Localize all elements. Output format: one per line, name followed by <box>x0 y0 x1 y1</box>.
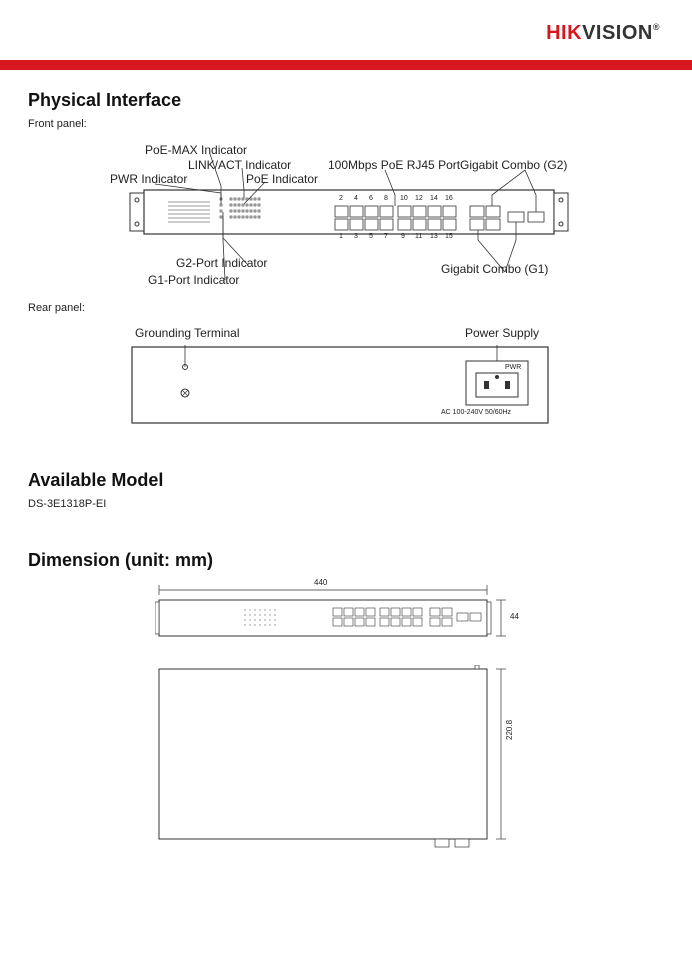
label-rj45: 100Mbps PoE RJ45 Port <box>328 158 460 172</box>
port-num-top-2: 6 <box>369 195 373 202</box>
port-num-top-0: 2 <box>339 195 343 202</box>
port-num-bot-0: 1 <box>339 233 343 240</box>
model-code: DS-3E1318P-EI <box>28 498 106 510</box>
caption-rear-panel: Rear panel: <box>28 302 85 314</box>
dimension-top-view <box>155 665 525 855</box>
header-red-bar <box>0 60 692 70</box>
label-grounding: Grounding Terminal <box>135 326 240 340</box>
label-combo-g1: Gigabit Combo (G1) <box>441 262 548 276</box>
brand-logo: HIKVISION® <box>546 22 660 45</box>
port-num-bot-2: 5 <box>369 233 373 240</box>
port-num-bot-7: 15 <box>445 233 453 240</box>
port-num-bot-5: 11 <box>415 233 422 240</box>
port-num-top-4: 10 <box>400 195 408 202</box>
section-physical-interface: Physical Interface <box>28 90 181 111</box>
port-num-bot-6: 13 <box>430 233 438 240</box>
port-num-bot-1: 3 <box>354 233 358 240</box>
caption-front-panel: Front panel: <box>28 118 87 130</box>
label-power-supply: Power Supply <box>465 326 539 340</box>
port-num-top-5: 12 <box>415 195 423 202</box>
brand-part1: HIK <box>546 22 582 44</box>
port-num-top-6: 14 <box>430 195 438 202</box>
dim-depth: 220.8 <box>505 720 514 740</box>
dim-width: 440 <box>314 578 327 587</box>
label-pwr-tag: PWR <box>505 364 521 371</box>
label-g2-port: G2-Port Indicator <box>176 256 267 270</box>
port-num-top-3: 8 <box>384 195 388 202</box>
dim-height: 44 <box>510 612 519 621</box>
label-ac-rating: AC 100-240V 50/60Hz <box>441 409 511 416</box>
label-g1-port: G1-Port Indicator <box>148 273 239 287</box>
port-num-top-1: 4 <box>354 195 358 202</box>
brand-part2: VISION <box>582 22 653 44</box>
section-available-model: Available Model <box>28 470 163 491</box>
label-pwr: PWR Indicator <box>110 172 187 186</box>
port-num-top-7: 16 <box>445 195 453 202</box>
label-poe-max: PoE-MAX Indicator <box>145 143 247 157</box>
label-link-act: LINK/ACT Indicator <box>188 158 291 172</box>
brand-tm: ® <box>653 22 660 32</box>
section-dimension: Dimension (unit: mm) <box>28 550 213 571</box>
label-combo-g2: Gigabit Combo (G2) <box>460 158 567 172</box>
port-num-bot-3: 7 <box>384 233 388 240</box>
port-num-bot-4: 9 <box>401 233 405 240</box>
label-poe: PoE Indicator <box>246 172 318 186</box>
dimension-front-view <box>155 582 525 654</box>
